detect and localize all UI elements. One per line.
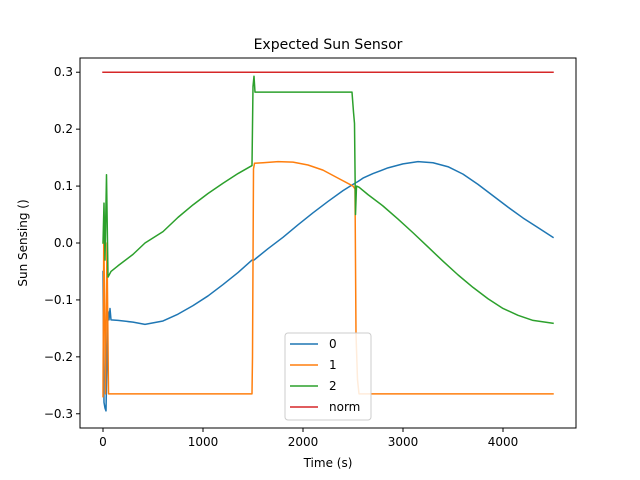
y-axis-ticks: −0.3 −0.2 −0.1 0.0 0.1 0.2 0.3 bbox=[44, 65, 80, 421]
x-axis-label: Time (s) bbox=[303, 456, 353, 470]
legend-label: 1 bbox=[329, 358, 337, 372]
y-tick-label: 0.3 bbox=[54, 65, 73, 79]
x-tick-label: 1000 bbox=[188, 435, 219, 449]
series-line-2 bbox=[102, 75, 554, 325]
legend-label: norm bbox=[329, 400, 360, 414]
x-tick-label: 0 bbox=[99, 435, 107, 449]
y-tick-label: 0.2 bbox=[54, 122, 73, 136]
legend-entries: 0 1 2 norm bbox=[290, 337, 360, 414]
y-tick-label: 0.1 bbox=[54, 179, 73, 193]
series-line-0 bbox=[102, 160, 555, 412]
y-tick-label: −0.3 bbox=[44, 407, 73, 421]
y-tick-label: −0.2 bbox=[44, 350, 73, 364]
x-tick-label: 4000 bbox=[488, 435, 519, 449]
x-tick-label: 2000 bbox=[288, 435, 319, 449]
x-tick-label: 3000 bbox=[388, 435, 419, 449]
legend: 0 1 2 norm bbox=[284, 332, 372, 421]
x-axis-ticks: 0 1000 2000 3000 4000 bbox=[99, 428, 518, 449]
legend-box bbox=[284, 332, 372, 421]
y-tick-label: −0.1 bbox=[44, 293, 73, 307]
chart-title: Expected Sun Sensor bbox=[254, 37, 403, 53]
y-tick-label: 0.0 bbox=[54, 236, 73, 250]
legend-label: 2 bbox=[329, 379, 337, 393]
legend-label: 0 bbox=[329, 337, 337, 351]
y-axis-label: Sun Sensing () bbox=[16, 199, 30, 286]
